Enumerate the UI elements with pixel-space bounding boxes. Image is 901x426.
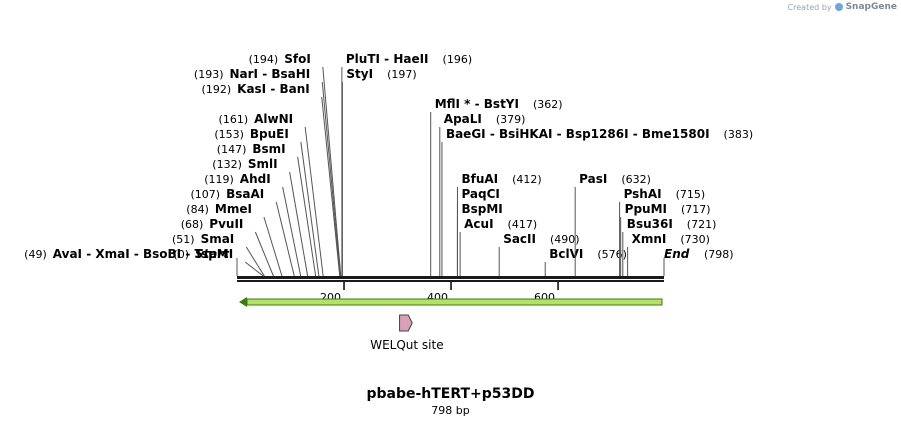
restriction-site-position: (153)	[214, 128, 244, 141]
restriction-site-position: (196)	[443, 53, 473, 66]
restriction-site-position: (379)	[496, 113, 526, 126]
site-line	[321, 96, 341, 277]
plasmid-length: 798 bp	[431, 404, 470, 417]
restriction-site-position: (717)	[681, 203, 711, 216]
sequence-backbone-top	[237, 276, 664, 279]
restriction-site-label[interactable]: AcuI	[464, 217, 493, 231]
start-label: Start	[195, 247, 230, 261]
restriction-site-label[interactable]: AhdI	[240, 172, 271, 186]
site-line	[263, 216, 283, 277]
restriction-site-position: (721)	[687, 218, 717, 231]
end-label: End	[664, 247, 690, 261]
site-line	[244, 261, 264, 277]
restriction-site-position: (490)	[550, 233, 580, 246]
restriction-site-label[interactable]: BspMI	[461, 202, 502, 216]
orf-bar[interactable]	[246, 298, 663, 306]
restriction-site-position: (107)	[191, 188, 221, 201]
restriction-site-label[interactable]: SmlI	[248, 157, 278, 171]
restriction-site-label[interactable]: BsaAI	[226, 187, 264, 201]
restriction-site-label[interactable]: PasI	[579, 172, 607, 186]
restriction-site-position: (632)	[621, 173, 651, 186]
credit-prefix: Created by	[787, 2, 832, 12]
restriction-site-label[interactable]: BaeGI - BsiHKAI - Bsp1286I - Bme1580I	[446, 127, 710, 141]
restriction-site-label[interactable]: ApaLI	[444, 112, 482, 126]
restriction-site-position: (147)	[217, 143, 247, 156]
start-position: (0)	[173, 248, 189, 261]
restriction-site-label[interactable]: PvuII	[209, 217, 243, 231]
feature-label-welqut[interactable]: WELQut site	[370, 338, 444, 352]
restriction-site-label[interactable]: MmeI	[215, 202, 252, 216]
restriction-site-position: (197)	[387, 68, 417, 81]
site-line	[304, 126, 324, 277]
site-line	[322, 66, 342, 277]
restriction-site-position: (119)	[204, 173, 234, 186]
restriction-site-position: (383)	[724, 128, 754, 141]
restriction-site-label[interactable]: KasI - BanI	[237, 82, 310, 96]
restriction-site-label[interactable]: AlwNI	[254, 112, 293, 126]
site-line	[282, 186, 302, 277]
restriction-site-label[interactable]: PluTI - HaeII	[346, 52, 429, 66]
restriction-site-label[interactable]: SfoI	[284, 52, 311, 66]
restriction-site-position: (132)	[212, 158, 242, 171]
restriction-site-label[interactable]: BclVI	[549, 247, 583, 261]
site-line	[297, 156, 317, 277]
restriction-site-position: (412)	[512, 173, 542, 186]
restriction-site-label[interactable]: PpuMI	[625, 202, 667, 216]
restriction-site-position: (193)	[194, 68, 224, 81]
end-position: (798)	[704, 248, 734, 261]
restriction-site-label[interactable]: NarI - BsaHI	[230, 67, 311, 81]
orf-arrowhead	[239, 297, 247, 307]
restriction-site-position: (84)	[186, 203, 209, 216]
restriction-site-label[interactable]: PaqCI	[461, 187, 499, 201]
site-line	[321, 81, 341, 277]
restriction-site-position: (161)	[219, 113, 249, 126]
restriction-site-label[interactable]: BsmI	[252, 142, 285, 156]
restriction-site-label[interactable]: BfuAI	[461, 172, 498, 186]
restriction-site-position: (715)	[676, 188, 706, 201]
site-line	[245, 246, 265, 277]
restriction-site-position: (192)	[202, 83, 232, 96]
site-line	[254, 231, 274, 277]
restriction-site-position: (362)	[533, 98, 563, 111]
restriction-site-position: (194)	[249, 53, 279, 66]
restriction-site-label[interactable]: XmnI	[632, 232, 667, 246]
snapgene-logo-icon	[834, 3, 843, 11]
restriction-site-label[interactable]: SacII	[503, 232, 536, 246]
restriction-site-label[interactable]: SmaI	[201, 232, 235, 246]
restriction-site-label[interactable]: BpuEI	[250, 127, 289, 141]
restriction-site-position: (730)	[680, 233, 710, 246]
plasmid-name: pbabe-hTERT+p53DD	[366, 386, 535, 402]
restriction-site-label[interactable]: MflI * - BstYI	[435, 97, 519, 111]
restriction-site-position: (49)	[24, 248, 47, 261]
restriction-site-position: (417)	[508, 218, 538, 231]
site-line	[300, 141, 320, 277]
sequence-backbone-bottom	[237, 280, 664, 282]
snapgene-credit: Created by SnapGene	[788, 2, 897, 12]
site-line	[275, 201, 295, 277]
restriction-site-position: (51)	[172, 233, 195, 246]
site-line	[289, 171, 309, 277]
restriction-site-label[interactable]: PshAI	[624, 187, 662, 201]
restriction-site-label[interactable]: AvaI - XmaI - BsoBI - TspMI	[53, 247, 233, 261]
restriction-site-label[interactable]: StyI	[346, 67, 373, 81]
restriction-site-position: (68)	[181, 218, 204, 231]
credit-brand: SnapGene	[845, 2, 897, 12]
feature-marker-welqut[interactable]	[399, 314, 413, 332]
restriction-site-label[interactable]: Bsu36I	[627, 217, 673, 231]
